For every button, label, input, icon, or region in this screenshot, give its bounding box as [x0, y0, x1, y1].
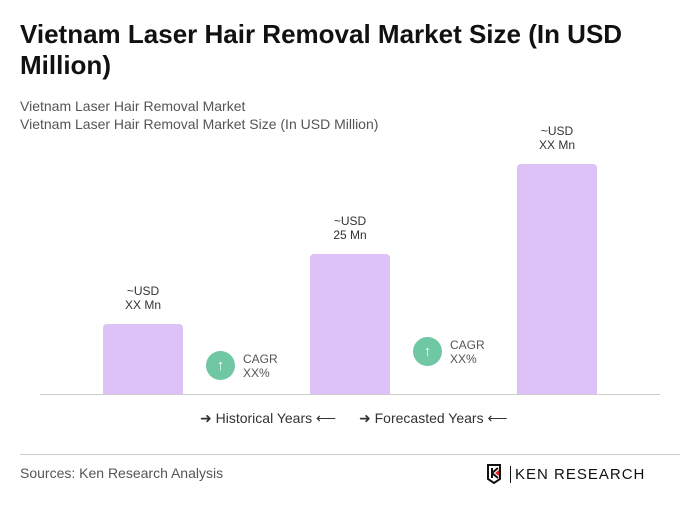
cagr-value: XX% [450, 351, 477, 366]
x-axis [40, 394, 660, 395]
data-label-1: ~USD XX Mn [124, 284, 161, 312]
bar-2 [310, 254, 390, 394]
data-label-3: ~USD XX Mn [538, 124, 575, 153]
bar-1 [103, 324, 183, 394]
bar-3 [517, 164, 597, 394]
legend-forecasted: ➜ Forecasted Years ⟵ [359, 410, 508, 426]
footer-divider [20, 454, 680, 455]
cagr-badge-1: ↑ CAGR XX% [206, 351, 278, 380]
source-text: Sources: Ken Research Analysis [20, 465, 224, 481]
chart-subtitle: Vietnam Laser Hair Removal Market [20, 98, 246, 114]
chart-title: Vietnam Laser Hair Removal Market Size (… [20, 19, 623, 80]
ken-research-logo: KEN RESEARCH [486, 464, 645, 484]
cagr-label: CAGR [243, 351, 278, 366]
logo-mark-icon [487, 464, 501, 484]
cagr-badge-2: ↑ CAGR XX% [413, 337, 485, 366]
cagr-label: CAGR [450, 337, 485, 352]
chart-subtitle-2: Vietnam Laser Hair Removal Market Size (… [20, 116, 379, 132]
legend-label: Historical Years [215, 410, 313, 426]
data-label-2: ~USD 25 Mn [333, 214, 367, 242]
arrow-up-icon: ↑ [413, 337, 442, 366]
legend-label: Forecasted Years [374, 410, 484, 426]
cagr-value: XX% [243, 365, 270, 380]
legend-historical: ➜ Historical Years ⟵ [200, 410, 337, 426]
arrow-up-icon: ↑ [206, 351, 235, 380]
